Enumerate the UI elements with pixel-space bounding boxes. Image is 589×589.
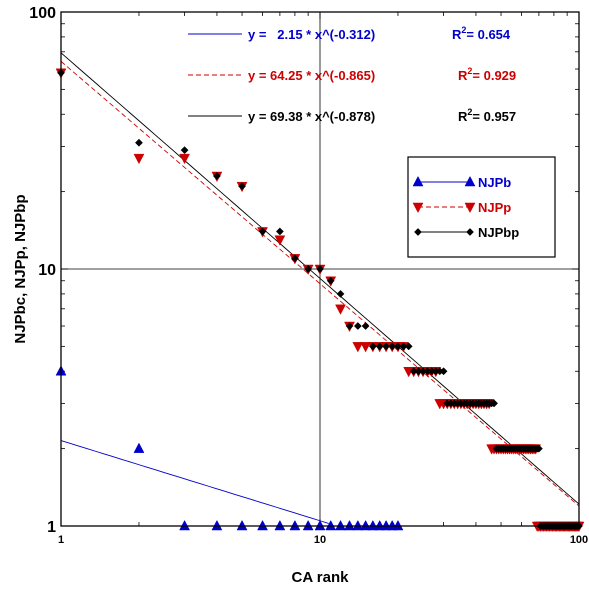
point-NJPbp: [326, 276, 335, 285]
fit-r2-NJPbp: R2= 0.957: [458, 107, 516, 124]
point-NJPbp: [375, 342, 384, 351]
plot-frame: [60, 11, 580, 527]
point-NJPb: [352, 519, 364, 531]
x-tick-label: 100: [570, 534, 588, 546]
point-NJPbp: [316, 265, 324, 273]
point-NJPb: [302, 519, 314, 531]
fit-line-NJPbp: [60, 52, 580, 505]
legend-marker-NJPp: [464, 202, 476, 214]
point-NJPbp: [275, 227, 284, 236]
tick-labels: 1 10 100 1 10 100: [29, 5, 588, 546]
point-NJPp: [179, 153, 190, 165]
point-NJPbp: [368, 342, 377, 351]
point-NJPb: [325, 519, 337, 531]
point-NJPbp: [258, 227, 267, 236]
fit-equation-NJPp: y = 64.25 * x^(-0.865): [248, 68, 375, 83]
point-NJPp: [360, 342, 372, 353]
point-NJPbp: [238, 182, 246, 191]
point-NJPbp: [304, 265, 313, 273]
x-axis-title: CA rank: [292, 569, 350, 586]
y-tick-label: 10: [38, 262, 56, 279]
legend-label-NJPb: NJPb: [478, 175, 511, 190]
point-NJPbp: [290, 254, 299, 263]
point-NJPbp: [345, 322, 354, 330]
x-tick-label: 1: [58, 534, 64, 546]
fit-r2-NJPp: R2= 0.929: [458, 66, 516, 83]
legend-marker-NJPbp: [414, 228, 422, 236]
fit-equation-NJPbp: y = 69.38 * x^(-0.878): [248, 109, 375, 124]
legend-marker-NJPb: [412, 175, 424, 187]
x-tick-label: 10: [314, 534, 326, 546]
point-NJPb: [274, 519, 286, 531]
point-NJPbp: [336, 289, 345, 298]
point-NJPbp: [399, 342, 408, 351]
legend-entry-NJPbp: NJPbp: [414, 225, 519, 240]
legend-marker-NJPb: [464, 175, 476, 187]
legend: NJPb NJPp NJPbp: [407, 156, 556, 258]
point-NJPbp: [353, 322, 362, 330]
y-axis-title: NJPbc, NJPp, NJPbp: [12, 194, 29, 343]
point-NJPb: [133, 442, 145, 453]
point-NJPb: [236, 519, 248, 531]
legend-label-NJPp: NJPp: [478, 200, 511, 215]
point-NJPb: [360, 519, 372, 531]
point-NJPbp: [361, 322, 370, 330]
point-NJPb: [344, 519, 355, 531]
fit-legend: y = 2.15 * x^(-0.312) R2= 0.654 y = 64.25 …: [188, 25, 516, 124]
point-NJPb: [179, 519, 190, 531]
markers: [55, 68, 585, 533]
point-NJPb: [257, 519, 268, 531]
series-NJPb: [55, 365, 404, 531]
legend-entry-NJPp: NJPp: [412, 200, 511, 215]
y-tick-label: 1: [47, 519, 56, 536]
point-NJPb: [392, 519, 404, 531]
point-NJPbp: [212, 172, 221, 180]
point-NJPbp: [534, 444, 543, 453]
point-NJPb: [289, 519, 301, 531]
point-NJPbp: [439, 367, 448, 376]
legend-marker-NJPp: [412, 202, 424, 214]
point-NJPbp: [135, 138, 143, 147]
point-NJPb: [314, 519, 326, 531]
legend-marker-NJPbp: [466, 228, 474, 236]
point-NJPb: [335, 519, 346, 531]
point-NJPb: [211, 519, 223, 531]
fit-r2-NJPb: R2= 0.654: [452, 25, 511, 42]
legend-label-NJPbp: NJPbp: [478, 225, 519, 240]
point-NJPbp: [180, 146, 189, 155]
fit-line-NJPb: [60, 440, 329, 524]
legend-entries: NJPb NJPp NJPbp: [412, 175, 519, 240]
point-NJPp: [352, 342, 364, 353]
point-NJPbp: [394, 342, 402, 351]
legend-box: [407, 156, 556, 258]
point-NJPp: [133, 153, 145, 165]
legend-entry-NJPb: NJPb: [412, 175, 511, 190]
fit-line-NJPp: [60, 61, 580, 507]
fit-equation-NJPb: y = 2.15 * x^(-0.312): [248, 27, 375, 42]
y-tick-label: 100: [29, 5, 56, 22]
point-NJPbp: [490, 399, 499, 408]
point-NJPbp: [382, 342, 391, 351]
point-NJPbp: [404, 342, 413, 351]
point-NJPp: [274, 235, 286, 246]
point-NJPp: [335, 304, 346, 315]
point-NJPb: [367, 519, 379, 531]
fit-lines: [60, 52, 580, 524]
point-NJPbp: [388, 342, 397, 351]
